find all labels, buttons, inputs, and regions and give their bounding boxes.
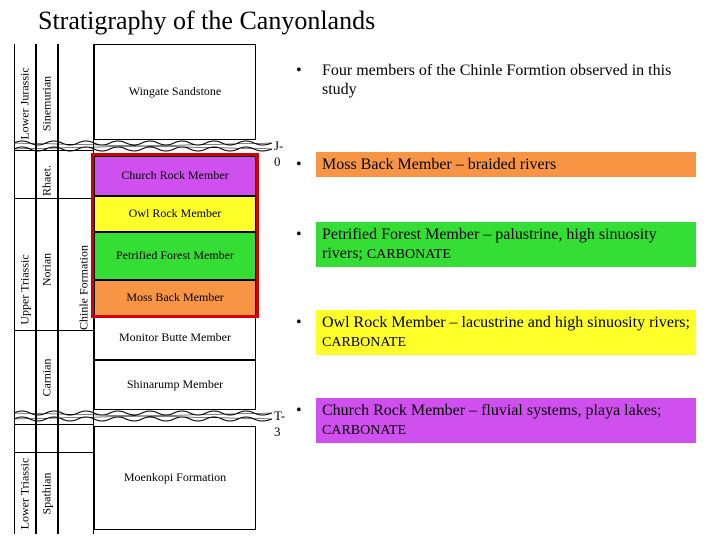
stage-norian: Norian: [40, 241, 55, 299]
fm-label: Petrified Forest Member: [116, 249, 234, 262]
stage-carnian: Carnian: [40, 349, 55, 407]
bullet-dot-icon: •: [296, 313, 302, 332]
marker-t3: T-3: [274, 408, 285, 440]
fm-label: Shinarump Member: [127, 378, 223, 391]
period-upper-triassic: Upper Triassic: [18, 245, 33, 335]
stage-rhaet: Rhaet.: [40, 154, 55, 208]
unconformity-bottom: [14, 410, 272, 422]
bullet-text-a: Church Rock Member – fluvial systems, pl…: [322, 402, 661, 419]
period-lower-jurassic: Lower Jurassic: [18, 59, 33, 149]
bullet-church: • Church Rock Member – fluvial systems, …: [292, 398, 696, 443]
bullet-dot-icon: •: [296, 401, 302, 420]
bullet-text: Petrified Forest Member – palustrine, hi…: [316, 222, 696, 267]
bullet-intro: • Four members of the Chinle Formtion ob…: [292, 58, 696, 102]
fm-label: Moss Back Member: [126, 291, 223, 304]
fm-label: Monitor Butte Member: [119, 331, 231, 344]
bullet-dot-icon: •: [296, 155, 302, 174]
bullet-text: Moss Back Member – braided rivers: [316, 152, 696, 177]
bullet-moss: • Moss Back Member – braided rivers: [292, 152, 696, 177]
bullet-text-a: Owl Rock Member – lacustrine and high si…: [322, 314, 690, 331]
period-lower-triassic: Lower Triassic: [18, 449, 33, 539]
fm-moss-back: Moss Back Member: [94, 280, 256, 316]
fm-label: Church Rock Member: [121, 169, 228, 182]
page-title: Stratigraphy of the Canyonlands: [38, 6, 375, 36]
divider: [14, 424, 94, 425]
bullet-dot-icon: •: [296, 225, 302, 244]
bullet-owl: • Owl Rock Member – lacustrine and high …: [292, 310, 696, 355]
divider: [14, 198, 94, 199]
bullet-text-b: CARBONATE: [367, 247, 451, 262]
strat-column: Lower Jurassic Upper Triassic Lower Tria…: [14, 44, 272, 534]
fm-owl-rock: Owl Rock Member: [94, 196, 256, 232]
fm-shinarump: Shinarump Member: [94, 360, 256, 410]
bullet-text-b: CARBONATE: [322, 423, 406, 438]
stage-sinemurian: Sinemurian: [40, 64, 55, 144]
fm-church-rock: Church Rock Member: [94, 156, 256, 196]
fm-label: Moenkopi Formation: [124, 471, 226, 484]
fm-monitor-butte: Monitor Butte Member: [94, 316, 256, 360]
fm-moenkopi: Moenkopi Formation: [94, 426, 256, 530]
fm-petrified-forest: Petrified Forest Member: [94, 232, 256, 280]
bullet-text: Owl Rock Member – lacustrine and high si…: [316, 310, 696, 355]
bullet-text: Church Rock Member – fluvial systems, pl…: [316, 398, 696, 443]
marker-j0: J-0: [274, 138, 283, 170]
bullet-text-b: CARBONATE: [322, 335, 406, 350]
unconformity-top: [14, 140, 272, 152]
divider: [14, 452, 94, 453]
fm-label: Wingate Sandstone: [129, 85, 222, 98]
divider: [14, 330, 94, 331]
bullet-petrified: • Petrified Forest Member – palustrine, …: [292, 222, 696, 267]
fm-label: Owl Rock Member: [129, 207, 222, 220]
stage-spathian: Spathian: [40, 465, 55, 523]
bullet-text: Four members of the Chinle Formtion obse…: [316, 58, 696, 102]
fm-wingate: Wingate Sandstone: [94, 44, 256, 140]
bullet-dot-icon: •: [296, 61, 302, 80]
